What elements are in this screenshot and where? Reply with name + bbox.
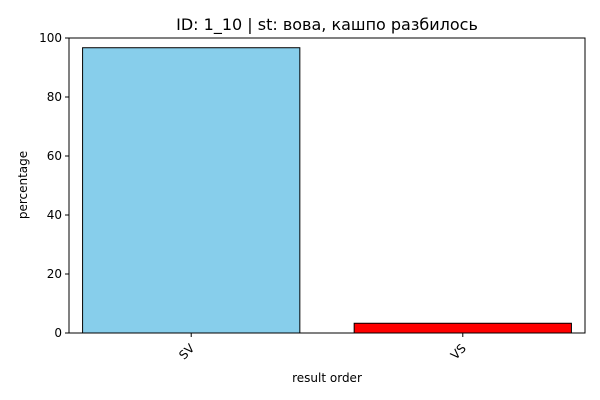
- y-tick-label: 40: [47, 208, 62, 222]
- bar-sv: [82, 47, 301, 334]
- x-tick-label: SV: [176, 341, 198, 363]
- plot-area-frame: [68, 37, 586, 334]
- x-tick-label: VS: [448, 341, 469, 362]
- y-tick-label: 100: [39, 31, 62, 45]
- bars-layer: [82, 47, 572, 334]
- chart-title: ID: 1_10 | st: вова, кашпо разбилось: [176, 15, 478, 35]
- y-tick-label: 80: [47, 90, 62, 104]
- x-axis-label: result order: [292, 371, 362, 385]
- x-axis-ticks: SV VS: [176, 333, 469, 362]
- y-tick-label: 20: [47, 267, 62, 281]
- y-axis-ticks: 0 20 40 60 80 100: [39, 31, 69, 340]
- y-tick-label: 0: [54, 326, 62, 340]
- bar-vs: [353, 322, 572, 334]
- y-tick-label: 60: [47, 149, 62, 163]
- y-axis-label: percentage: [16, 151, 30, 219]
